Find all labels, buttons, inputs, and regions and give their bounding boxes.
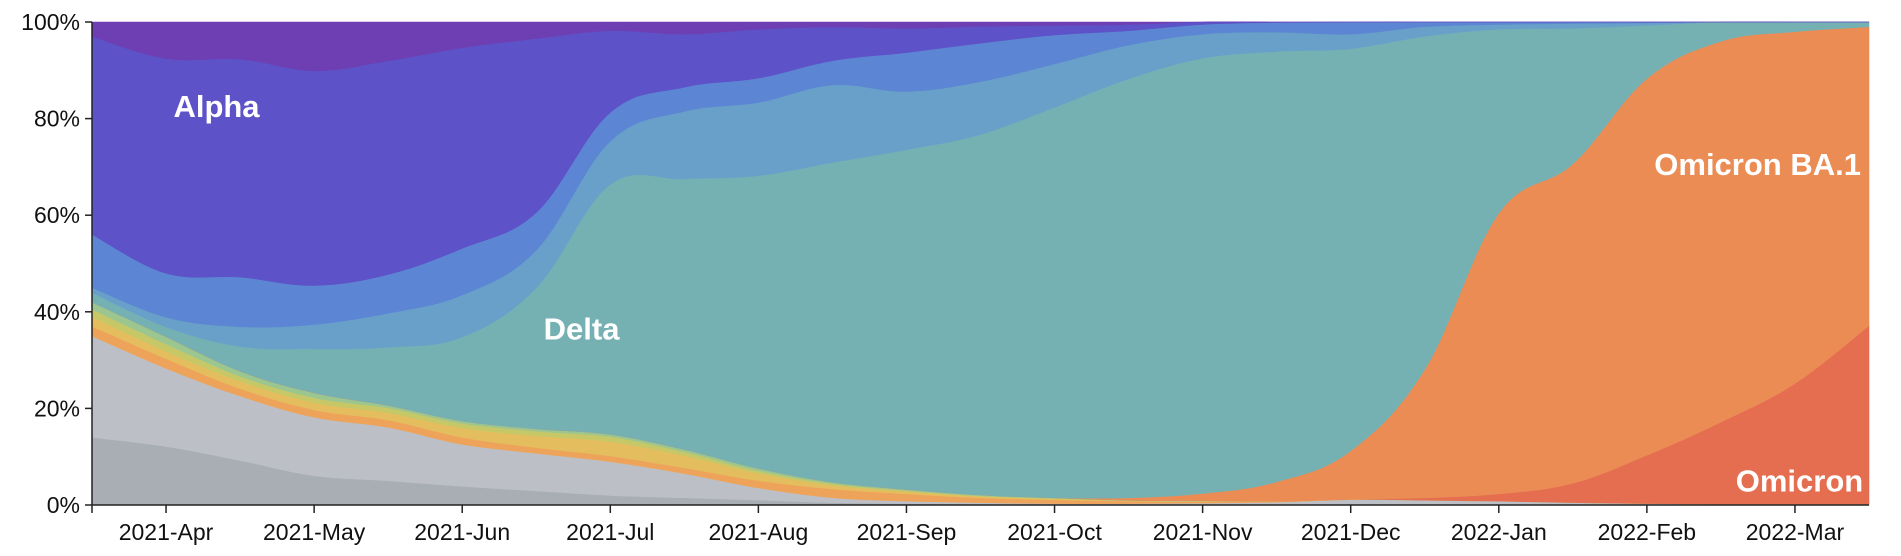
y-tick-label: 40% (34, 299, 80, 325)
y-tick-label: 0% (47, 492, 80, 518)
x-tick-label: 2021-Apr (119, 519, 214, 545)
x-tick-label: 2021-Nov (1153, 519, 1253, 545)
label-omicron-ba-2: Omicron BA.2 (1736, 463, 1901, 498)
y-axis: 0% 20% 40% 60% 80% 100% (21, 9, 93, 518)
y-tick-label: 80% (34, 106, 80, 132)
variant-labels: Alpha Delta Omicron BA.1 Omicron BA.2 (173, 89, 1901, 498)
x-tick-label: 2021-May (263, 519, 366, 545)
x-tick-label: 2022-Jan (1451, 519, 1547, 545)
x-tick-label: 2022-Mar (1746, 519, 1845, 545)
x-tick-label: 2021-Sep (857, 519, 957, 545)
x-tick-label: 2021-Oct (1007, 519, 1102, 545)
x-axis: 2021-Apr 2021-May 2021-Jun 2021-Jul 2021-Aug… (91, 504, 1869, 545)
x-tick-label: 2022-Feb (1598, 519, 1696, 545)
x-tick-label: 2021-Dec (1301, 519, 1401, 545)
x-tick-label: 2021-Jun (414, 519, 510, 545)
x-tick-label: 2021-Jul (566, 519, 654, 545)
y-tick-label: 60% (34, 202, 80, 228)
label-alpha: Alpha (173, 89, 260, 124)
area-series-layer (91, 21, 1870, 506)
label-omicron-ba-1: Omicron BA.1 (1654, 147, 1861, 182)
y-tick-label: 20% (34, 395, 80, 421)
area-other-h (91, 21, 1869, 72)
y-tick-label: 100% (21, 9, 80, 35)
label-delta: Delta (544, 311, 621, 346)
x-tick-label: 2021-Aug (709, 519, 809, 545)
